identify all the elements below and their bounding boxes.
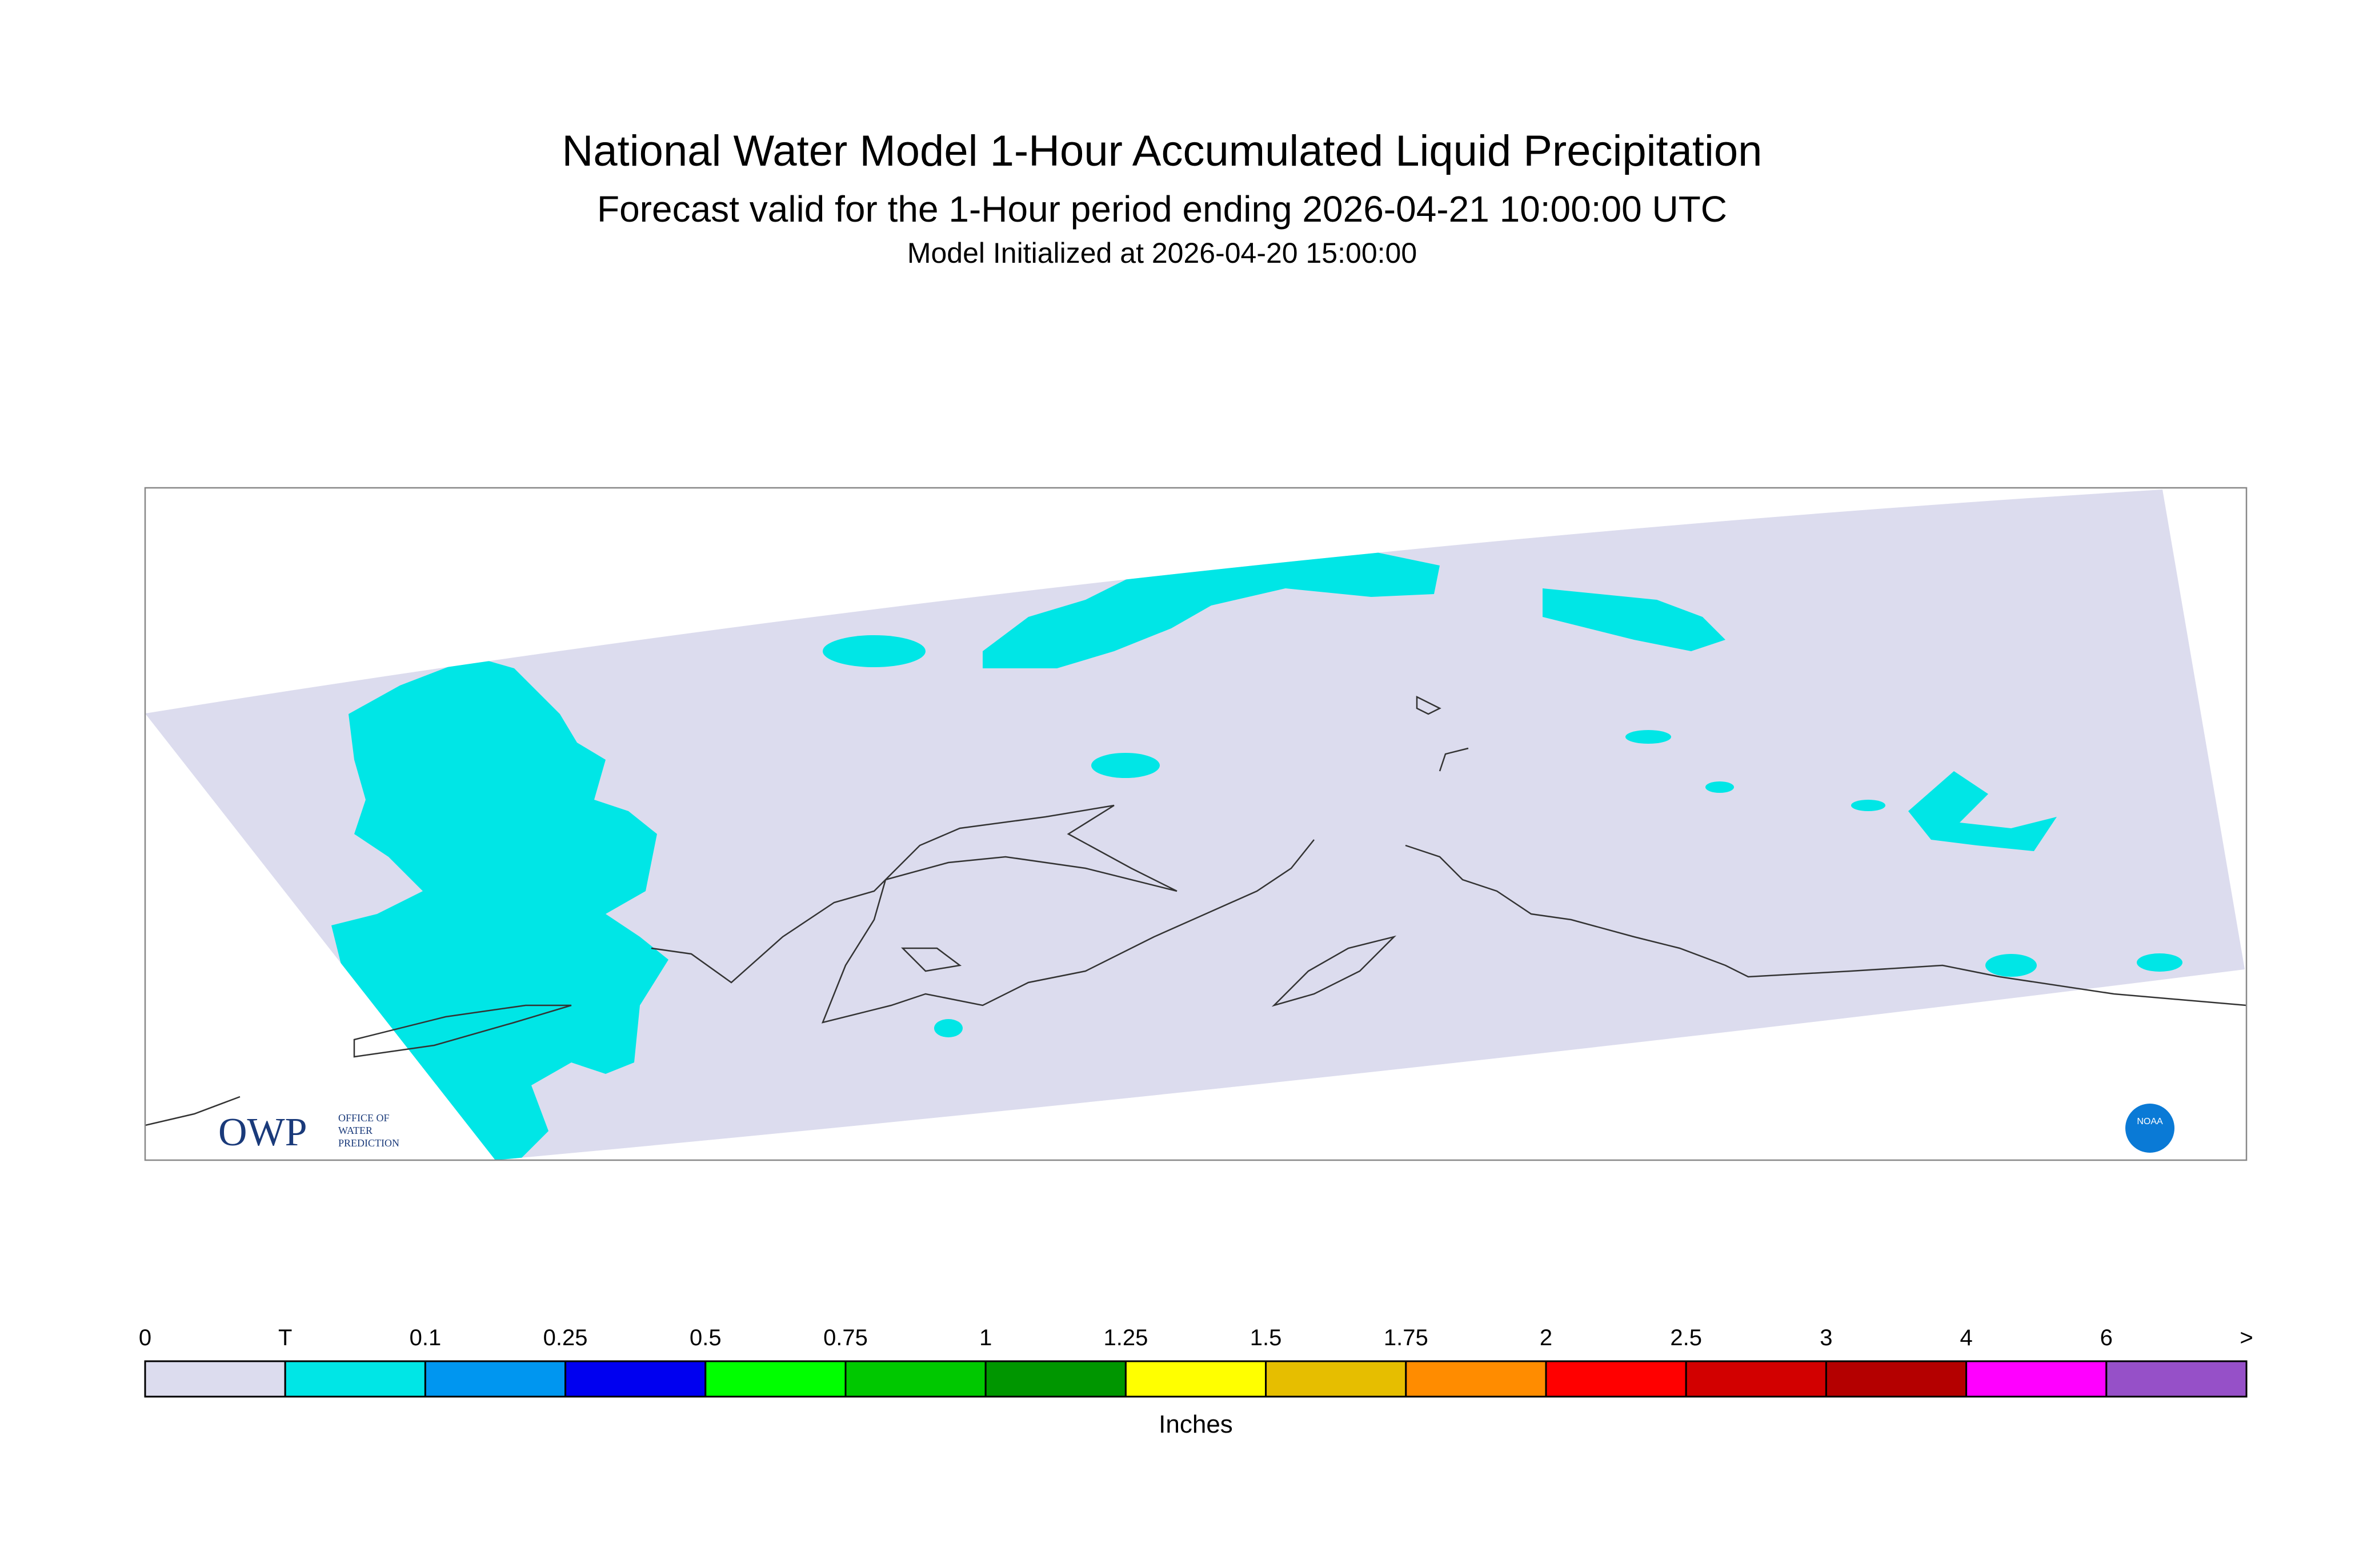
colorbar-label: 0.5 — [690, 1325, 722, 1350]
colorbar-label: 1 — [979, 1325, 992, 1350]
colorbar-label: 4 — [1960, 1325, 1972, 1350]
colorbar-swatch — [1825, 1360, 1968, 1398]
colorbar-label: T — [278, 1325, 292, 1350]
colorbar-swatch — [1545, 1360, 1687, 1398]
colorbar-swatch — [1124, 1360, 1267, 1398]
colorbar-swatch — [1405, 1360, 1547, 1398]
colorbar-swatch — [1265, 1360, 1407, 1398]
colorbar-label: 1.5 — [1250, 1325, 1282, 1350]
owp-logo-text: WATER — [338, 1125, 373, 1136]
colorbar-label: 3 — [1820, 1325, 1832, 1350]
map: OWP OFFICE OF WATER PREDICTION NOAA — [145, 490, 2246, 1160]
colorbar-label: 0.75 — [823, 1325, 868, 1350]
colorbar-label: 2 — [1540, 1325, 1552, 1350]
colorbar-swatch — [2105, 1360, 2248, 1398]
colorbar-label: 0 — [139, 1325, 151, 1350]
colorbar-label: 2.5 — [1670, 1325, 1702, 1350]
subtitle: Forecast valid for the 1-Hour period end… — [597, 189, 1727, 230]
colorbar-unit: Inches — [1159, 1410, 1233, 1438]
colorbar-label: 6 — [2100, 1325, 2113, 1350]
colorbar-swatch — [1965, 1360, 2108, 1398]
owp-logo-text: PREDICTION — [338, 1137, 399, 1149]
colorbar-label: 1.75 — [1384, 1325, 1428, 1350]
owp-logo-text: OFFICE OF — [338, 1112, 390, 1124]
colorbar-swatch — [284, 1360, 426, 1398]
precip-areas — [331, 548, 2182, 1160]
noaa-logo — [2125, 1104, 2174, 1153]
title: National Water Model 1-Hour Accumulated … — [562, 127, 1763, 175]
colorbar-swatch — [564, 1360, 707, 1398]
noaa-logo-text: NOAA — [2137, 1117, 2163, 1126]
owp-logo: OWP — [218, 1110, 307, 1154]
colorbar: 0 T 0.1 0.25 0.5 0.75 1 1.25 1.5 1.75 2 2.5 3 4 6 > — [139, 1325, 2253, 1398]
colorbar-swatch — [1685, 1360, 1827, 1398]
colorbar-swatch — [144, 1360, 286, 1398]
init-time: Model Initialized at 2026-04-20 15:00:00 — [907, 237, 1417, 269]
colorbar-swatch — [704, 1360, 847, 1398]
colorbar-label: 0.1 — [410, 1325, 442, 1350]
colorbar-swatch — [984, 1360, 1127, 1398]
model-domain — [145, 490, 2245, 1160]
colorbar-label: 1.25 — [1103, 1325, 1148, 1350]
map-frame — [144, 487, 2248, 1161]
colorbar-swatch — [844, 1360, 987, 1398]
colorbar-swatch — [424, 1360, 567, 1398]
coastlines — [145, 695, 2246, 1126]
colorbar-label: > — [2240, 1325, 2253, 1350]
colorbar-label: 0.25 — [543, 1325, 588, 1350]
